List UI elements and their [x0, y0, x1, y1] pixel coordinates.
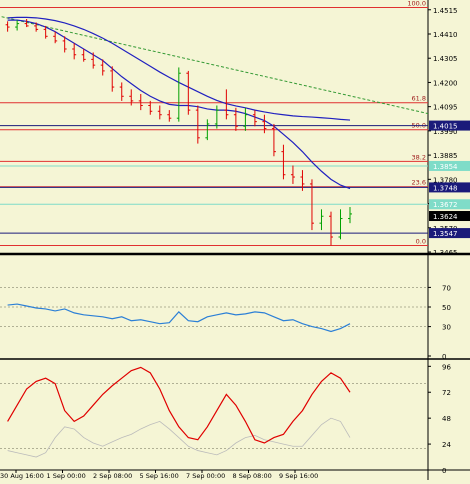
price-tick-label: 1.4095 — [433, 104, 458, 112]
candle — [5, 21, 10, 32]
rsi-tick-label: 70 — [442, 284, 451, 292]
price-tick-label: 1.3465 — [433, 249, 458, 257]
candle — [157, 105, 162, 120]
candle — [281, 144, 286, 180]
candle — [224, 89, 229, 120]
candle — [309, 179, 314, 231]
candle — [176, 67, 181, 122]
candle — [252, 110, 257, 127]
price-level-box — [429, 199, 470, 210]
price-tick-label: 1.4515 — [433, 7, 458, 15]
candle — [129, 89, 134, 106]
price-level-box — [429, 211, 470, 222]
candle — [81, 48, 86, 62]
candle — [110, 66, 115, 92]
candle — [15, 20, 20, 31]
price-tick-label: 1.4305 — [433, 55, 458, 63]
candle — [271, 123, 276, 157]
candle — [72, 43, 77, 60]
candle — [91, 52, 96, 69]
candle — [119, 82, 124, 101]
candle — [328, 211, 333, 246]
fib-level-label: 23.6 — [412, 179, 426, 187]
rsi-line — [7, 303, 351, 333]
stoch-tick-label: 0 — [442, 467, 446, 475]
candle — [338, 209, 343, 240]
candle — [319, 209, 324, 231]
stoch-tick-label: 72 — [442, 389, 451, 397]
candle — [43, 25, 48, 39]
price-tick-label: 1.4410 — [433, 31, 458, 39]
price-tick-label: 1.3780 — [433, 176, 458, 184]
price-level-box — [429, 182, 470, 193]
price-tick-label: 1.3885 — [433, 152, 458, 160]
x-axis-label: 2 Sep 08:00 — [93, 472, 132, 480]
price-level-box-label: 1.3854 — [433, 163, 458, 171]
candle — [148, 100, 153, 115]
candle — [167, 110, 172, 122]
stoch-tick-label: 24 — [442, 441, 451, 449]
candle — [243, 107, 248, 131]
price-level-box — [429, 228, 470, 239]
candle — [233, 107, 238, 131]
fib-level-label: 61.8 — [412, 95, 426, 103]
x-axis-label: 7 Sep 00:00 — [186, 472, 225, 480]
price-tick-label: 1.3990 — [433, 128, 458, 136]
price-level-box-label: 1.3672 — [433, 201, 458, 209]
fib-level-label: 38.2 — [412, 153, 426, 161]
fib-level-label: 100.0 — [407, 0, 426, 7]
candle — [262, 114, 267, 134]
candle — [62, 36, 67, 53]
candle — [24, 18, 29, 28]
trend-line — [1, 16, 429, 115]
x-axis-label: 5 Sep 16:00 — [140, 472, 179, 480]
candle — [348, 207, 353, 224]
candle — [214, 105, 219, 129]
price-level-box — [429, 160, 470, 171]
candle — [186, 70, 191, 115]
stoch-tick-label: 48 — [442, 415, 451, 423]
stoch-signal-line — [7, 417, 351, 458]
candle — [53, 31, 58, 44]
stoch-tick-label: 96 — [442, 363, 451, 371]
candle — [100, 59, 105, 76]
price-level-box — [429, 120, 470, 131]
candle — [138, 93, 143, 111]
stoch-main-line — [7, 366, 351, 444]
price-level-box-label: 1.3748 — [433, 184, 458, 192]
x-axis-label: 1 Sep 00:00 — [47, 472, 86, 480]
rsi-tick-label: 30 — [442, 324, 451, 332]
rsi-tick-label: 50 — [442, 304, 451, 312]
price-level-box-label: 1.3547 — [433, 230, 458, 238]
x-axis-label: 9 Sep 16:00 — [279, 472, 318, 480]
candle — [205, 119, 210, 141]
price-level-box-label: 1.4015 — [433, 123, 458, 131]
candle — [34, 22, 39, 32]
price-level-box-label: 1.3624 — [433, 213, 458, 221]
fib-level-label: 0.0 — [416, 238, 426, 246]
x-axis-label: 8 Sep 08:00 — [233, 472, 272, 480]
candle — [195, 105, 200, 144]
x-axis-label: 30 Aug 16:00 — [0, 472, 44, 480]
price-tick-label: 1.4200 — [433, 79, 458, 87]
rsi-tick-label: 0 — [442, 353, 446, 361]
candle — [300, 170, 305, 191]
candle — [290, 165, 295, 184]
